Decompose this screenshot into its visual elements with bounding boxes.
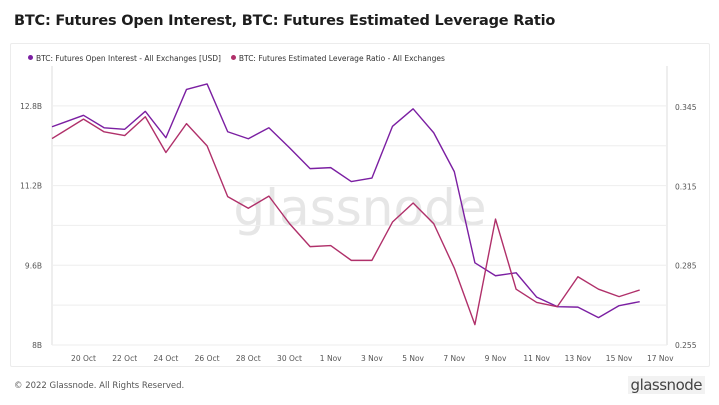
x-tick-label: 13 Nov	[565, 354, 592, 363]
legend-item-open-interest[interactable]: BTC: Futures Open Interest - All Exchang…	[28, 54, 221, 63]
series-line-leverage-ratio	[51, 116, 640, 326]
y-right-tick-label: 0.285	[675, 262, 697, 271]
x-tick-label: 5 Nov	[402, 354, 424, 363]
legend-item-leverage-ratio[interactable]: BTC: Futures Estimated Leverage Ratio - …	[230, 54, 445, 63]
y-left-tick-label: 12.8B	[20, 102, 42, 111]
x-tick-label: 9 Nov	[485, 354, 507, 363]
x-tick-label: 20 Oct	[71, 354, 96, 363]
y-left-tick-label: 11.2B	[20, 182, 42, 191]
x-tick-label: 3 Nov	[361, 354, 383, 363]
glassnode-logo: glassnode	[627, 376, 705, 394]
y-right-tick-label: 0.255	[675, 341, 697, 350]
watermark: glassnode	[233, 179, 486, 237]
x-tick-label: 7 Nov	[443, 354, 465, 363]
x-tick-label: 26 Oct	[195, 354, 220, 363]
x-tick-label: 1 Nov	[320, 354, 342, 363]
y-left-tick-label: 8B	[32, 341, 42, 350]
x-tick-label: 24 Oct	[153, 354, 178, 363]
legend-dot-icon	[230, 55, 236, 60]
legend-label: BTC: Futures Open Interest - All Exchang…	[36, 54, 221, 63]
legend-label: BTC: Futures Estimated Leverage Ratio - …	[238, 54, 445, 63]
y-right-tick-label: 0.345	[675, 103, 697, 112]
x-tick-label: 15 Nov	[606, 354, 633, 363]
x-tick-label: 30 Oct	[277, 354, 302, 363]
x-tick-label: 11 Nov	[523, 354, 550, 363]
legend-dot-icon	[28, 55, 33, 60]
y-left-tick-label: 9.6B	[25, 261, 42, 270]
x-tick-label: 28 Oct	[236, 354, 261, 363]
x-tick-label: 17 Nov	[647, 354, 674, 363]
copyright: © 2022 Glassnode. All Rights Reserved.	[14, 381, 185, 391]
x-tick-label: 22 Oct	[112, 354, 137, 363]
legend: BTC: Futures Open Interest - All Exchang…	[28, 54, 445, 63]
series-line-open-interest	[51, 83, 640, 319]
chart-title: BTC: Futures Open Interest, BTC: Futures…	[14, 13, 556, 29]
chart-card	[10, 43, 710, 367]
y-right-tick-label: 0.315	[675, 182, 697, 191]
